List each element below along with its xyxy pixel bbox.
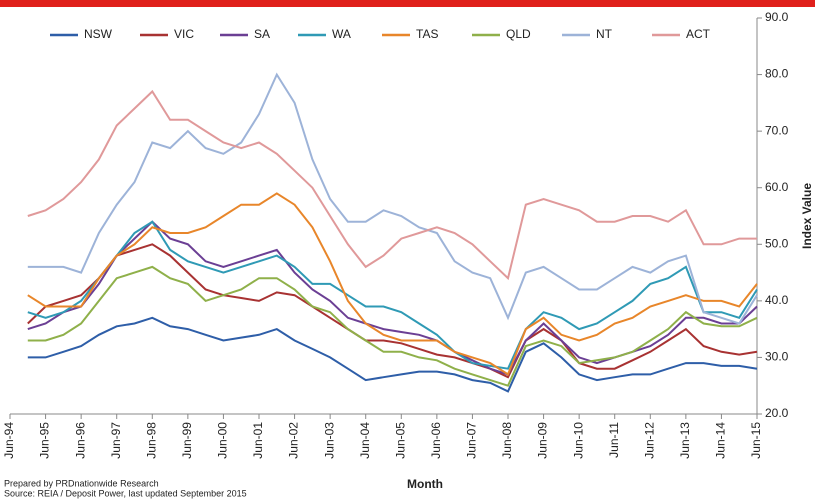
y-tick-label: 20.0 — [765, 406, 789, 420]
x-tick-label: Jun-13 — [678, 422, 692, 459]
y-tick-label: 40.0 — [765, 293, 789, 307]
x-tick-label: Jun-03 — [322, 422, 336, 459]
x-tick-label: Jun-98 — [144, 422, 158, 459]
x-tick-label: Jun-94 — [2, 422, 16, 459]
series-line — [27, 72, 758, 325]
top-bar — [0, 0, 815, 7]
y-tick-label: 60.0 — [765, 180, 789, 194]
y-tick-label: 80.0 — [765, 67, 789, 81]
series-line — [27, 220, 758, 370]
x-tick-label: Jun-02 — [287, 422, 301, 459]
x-tick-label: Jun-97 — [109, 422, 123, 459]
legend-label: TAS — [416, 27, 438, 41]
y-tick-label: 70.0 — [765, 123, 789, 137]
legend-label: NT — [596, 27, 613, 41]
x-tick-label: Jun-10 — [571, 422, 585, 459]
legend-label: ACT — [686, 27, 711, 41]
x-tick-label: Jun-95 — [38, 422, 52, 459]
x-tick-label: Jun-01 — [251, 422, 265, 459]
x-tick-label: Jun-11 — [607, 422, 621, 458]
x-tick-label: Jun-04 — [358, 422, 372, 459]
x-tick-label: Jun-15 — [749, 422, 763, 459]
x-axis-label: Month — [407, 477, 443, 491]
series-line — [27, 243, 758, 379]
series-line — [27, 192, 758, 376]
y-tick-label: 30.0 — [765, 350, 789, 364]
x-tick-label: Jun-06 — [429, 422, 443, 459]
x-tick-label: Jun-05 — [393, 422, 407, 459]
legend-label: QLD — [506, 27, 531, 41]
series-line — [27, 265, 758, 387]
series-line — [27, 89, 757, 281]
x-tick-label: Jun-09 — [536, 422, 550, 459]
y-axis-label: Index Value — [800, 183, 814, 249]
x-tick-label: Jun-00 — [216, 422, 230, 459]
x-tick-label: Jun-96 — [73, 422, 87, 459]
series-line — [27, 316, 758, 393]
x-tick-label: Jun-07 — [465, 422, 479, 459]
y-tick-label: 50.0 — [765, 236, 789, 250]
legend-label: WA — [332, 27, 351, 41]
x-tick-label: Jun-14 — [714, 422, 728, 459]
note: Prepared by PRDnationwide Research — [4, 478, 159, 488]
note: Source: REIA / Deposit Power, last updat… — [4, 488, 247, 498]
legend-label: VIC — [174, 27, 194, 41]
x-tick-label: Jun-12 — [642, 422, 656, 459]
legend-label: NSW — [84, 27, 113, 41]
x-tick-label: Jun-08 — [500, 422, 514, 459]
legend-label: SA — [254, 27, 270, 41]
y-tick-label: 90.0 — [765, 10, 789, 24]
x-tick-label: Jun-99 — [180, 422, 194, 459]
